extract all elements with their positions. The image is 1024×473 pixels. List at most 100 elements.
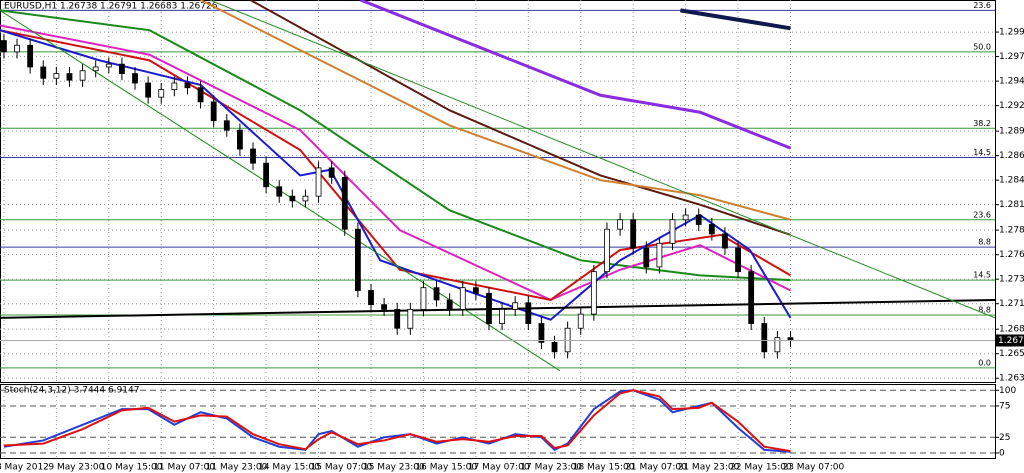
candle-body (79, 70, 86, 81)
y-tick-label: 25 (999, 433, 1010, 443)
y-tick-label: 1.2894 (999, 127, 1024, 137)
candle-body (525, 302, 532, 324)
candle-body (341, 176, 348, 230)
moving-average (0, 9, 791, 282)
y-tick-label: 1.2816 (999, 200, 1024, 210)
candle-body (590, 271, 597, 315)
y-tick-label: 1.2947 (999, 77, 1024, 87)
candle-body (433, 287, 440, 301)
x-tick-label: 22 May 15:00 (730, 463, 792, 473)
candle-body (223, 120, 230, 131)
candle-body (761, 323, 768, 353)
candle-body (499, 308, 505, 324)
candle-body (551, 341, 558, 353)
candle-body (328, 167, 335, 178)
candle-body (708, 224, 715, 235)
fib-label: 38.2 (973, 119, 991, 128)
fib-label: 23.6 (973, 210, 991, 219)
y-tick-label: 1.2737 (999, 275, 1024, 285)
candle-body (669, 219, 676, 244)
candle-body (158, 89, 165, 98)
candle-body (250, 148, 256, 164)
x-tick-label: 18 May 15:00 (573, 463, 635, 473)
panel-frame (0, 384, 996, 459)
candle-body (748, 271, 755, 324)
y-tick-label: 1.2789 (999, 226, 1024, 236)
last-price-label: 1.2672 (998, 336, 1024, 346)
y-tick-label: 1.2658 (999, 349, 1024, 359)
panel-title: EURUSD,H1 1.26738 1.26791 1.26683 1.2672… (4, 2, 218, 12)
candle-body (27, 44, 34, 68)
x-tick-label: 11 May 07:00 (153, 463, 215, 473)
fib-label: 14.5 (973, 271, 991, 280)
candle-body (237, 129, 243, 150)
candle-body (53, 73, 60, 79)
candle-body (105, 63, 112, 68)
moving-average (200, 0, 791, 221)
y-tick-label: 1.2684 (999, 325, 1024, 335)
candle-body (512, 302, 519, 310)
candle-body (630, 219, 637, 249)
x-tick-label: 17 May 23:00 (520, 463, 582, 473)
candle-body (735, 247, 741, 273)
candle-body (682, 214, 689, 221)
fib-label: 50.0 (973, 42, 991, 51)
x-tick-label: 16 May 15:00 (415, 463, 477, 473)
candle-body (92, 66, 99, 72)
y-tick-label: 0 (999, 448, 1005, 458)
panel-frame (0, 0, 996, 383)
candle-body (381, 304, 388, 310)
candle-body (66, 73, 73, 81)
candle-body (446, 299, 453, 310)
candle-body (407, 308, 414, 329)
panel-title: Stoch(24,3,12) 3.7444 6.9147 (4, 386, 139, 396)
fib-label: 8.8 (978, 238, 991, 247)
candle-body (656, 242, 663, 268)
candle-body (119, 63, 125, 74)
candle-body (420, 287, 427, 310)
candle-body (145, 82, 152, 98)
moving-average (0, 29, 792, 321)
x-tick-label: 15 May 07:00 (311, 463, 373, 473)
x-tick-label: 8 May 2012 (0, 463, 49, 473)
candle-body (459, 287, 466, 310)
x-tick-label: 23 May 07:00 (782, 463, 844, 473)
candle-body (368, 290, 374, 306)
y-tick-label: 1.2842 (999, 176, 1024, 186)
candle-body (132, 73, 138, 84)
moving-average (0, 24, 791, 302)
x-tick-label: 9 May 23:00 (48, 463, 104, 473)
candle-body (210, 101, 217, 122)
candle-body (40, 66, 47, 79)
x-tick-label: 14 May 15:00 (258, 463, 320, 473)
y-tick-label: 1.2763 (999, 250, 1024, 260)
candle-body (604, 228, 610, 273)
candle-body (263, 162, 270, 188)
candle-body (472, 287, 479, 294)
y-tick-label: 1.2999 (999, 28, 1024, 38)
moving-average (209, 0, 996, 319)
x-tick-label: 17 May 07:00 (468, 463, 530, 473)
y-tick-label: 100 (999, 386, 1016, 396)
candle-body (1, 40, 7, 53)
moving-average (0, 298, 996, 319)
candle-body (538, 323, 545, 343)
y-tick-label: 1.2973 (999, 52, 1024, 62)
moving-average (249, 0, 791, 236)
x-tick-label: 21 May 23:00 (678, 463, 740, 473)
y-tick-label: 1.2632 (999, 374, 1024, 384)
candle-body (722, 233, 728, 249)
candle-body (486, 292, 492, 324)
fib-label: 14.5 (973, 148, 991, 157)
stoch-line (3, 389, 791, 453)
x-tick-label: 10 May 15:00 (101, 463, 163, 473)
x-tick-label: 21 May 07:00 (625, 463, 687, 473)
candle-body (354, 228, 361, 291)
candle-body (315, 167, 322, 197)
candle-body (276, 186, 283, 197)
stoch-line (3, 389, 791, 453)
moving-average (0, 29, 791, 302)
